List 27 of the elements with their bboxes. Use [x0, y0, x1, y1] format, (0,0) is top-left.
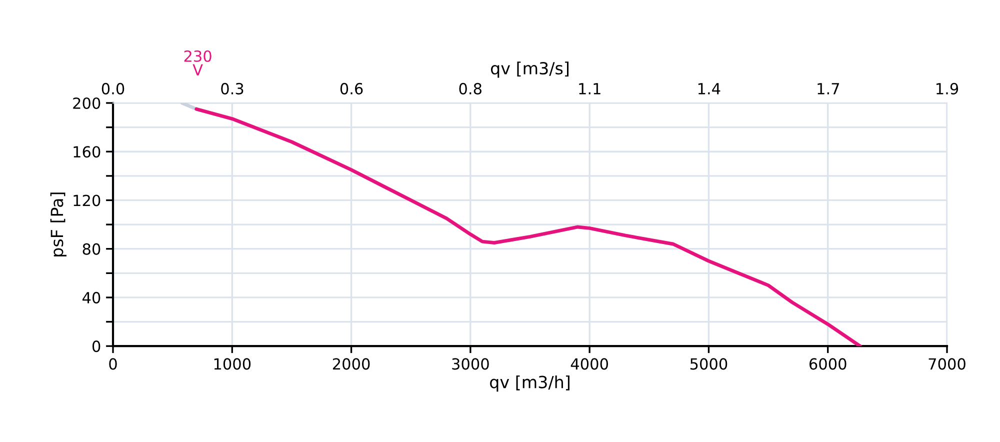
x2-tick-label: 1.1 — [579, 83, 600, 94]
y-tick-label: 80 — [82, 243, 100, 255]
x2-tick-label: 1.9 — [936, 82, 958, 94]
y-tick-label: 120 — [74, 194, 100, 206]
x2-tick-label: 0.8 — [459, 82, 482, 94]
x-tick-label: 1000 — [214, 358, 251, 370]
x2-tick-label: 1.7 — [818, 83, 840, 94]
x-tick-label: 4000 — [570, 358, 608, 370]
y-tick-label: 0 — [92, 340, 100, 352]
y-tick-label: 40 — [82, 292, 100, 304]
y-axis-title: psF [Pa] — [50, 192, 66, 256]
x-tick-label: 6000 — [809, 358, 846, 370]
x2-tick-label: 0.3 — [221, 82, 244, 94]
x-tick-label: 3000 — [452, 358, 489, 370]
x2-tick-label: 1.4 — [698, 83, 720, 94]
x-axis-title: qv [m3/h] — [490, 375, 570, 392]
line-series — [194, 107, 862, 346]
x-tick-label: 0 — [109, 358, 117, 370]
annotation: 230 V — [184, 50, 212, 76]
x2-axis-title: qv [m3/s] — [490, 62, 569, 78]
y-tick-label: 160 — [74, 146, 100, 158]
x-tick-label: 7000 — [928, 358, 966, 370]
x-tick-label: 5000 — [690, 358, 728, 370]
x2-tick-label: 0.0 — [102, 82, 124, 94]
x2-tick-label: 0.6 — [340, 82, 363, 94]
y-tick-label: 200 — [73, 97, 100, 110]
x-tick-label: 2000 — [332, 358, 370, 370]
